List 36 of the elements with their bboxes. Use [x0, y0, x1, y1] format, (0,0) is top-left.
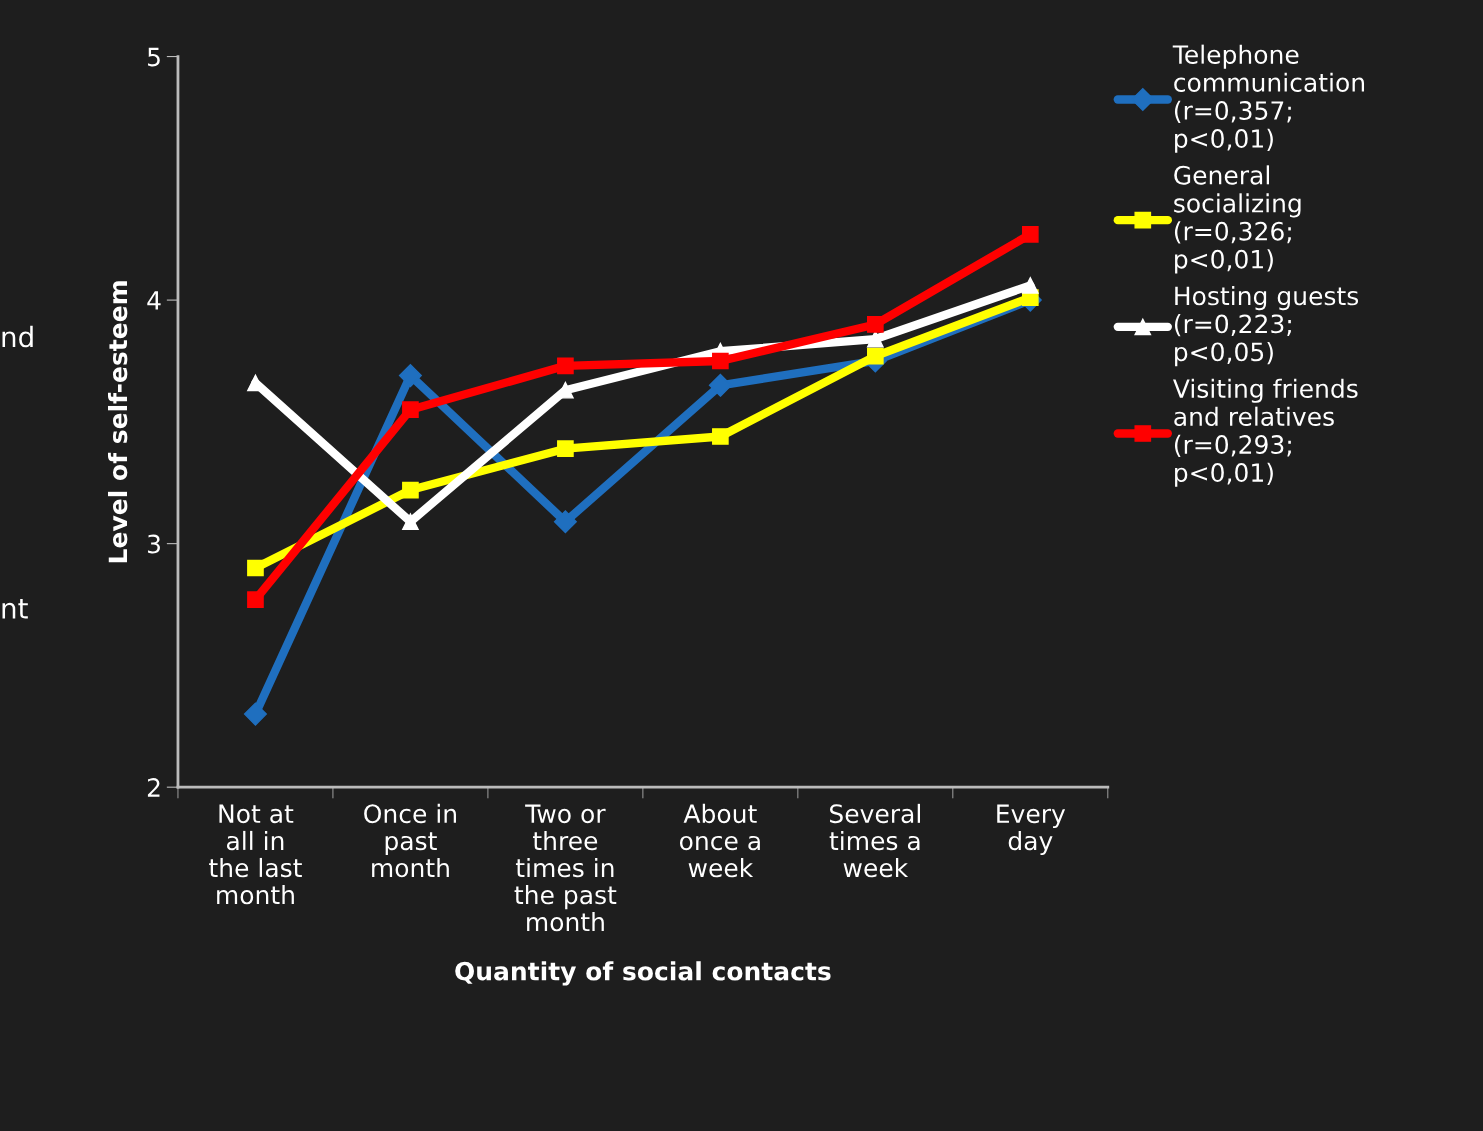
x-tick-label: Not at all in the last month	[209, 804, 302, 905]
y-tick-label: 4	[147, 291, 161, 310]
legend-label: Hosting guests (r=0,223; p<0,05)	[1174, 285, 1359, 367]
point	[867, 330, 884, 348]
text: nt	[2, 598, 28, 619]
point	[243, 702, 267, 726]
x-tick-label: Several times a week	[829, 803, 920, 878]
y-axis-title: Level of self-esteem	[108, 281, 128, 563]
legend-label: General socializing (r=0,326; p<0,01)	[1174, 165, 1301, 274]
point	[1021, 226, 1039, 243]
point	[1021, 277, 1039, 294]
point	[402, 401, 419, 419]
y-tick-label: 2	[147, 778, 160, 797]
point	[553, 510, 577, 534]
point	[402, 481, 419, 499]
point	[247, 591, 264, 608]
point	[398, 364, 422, 388]
point	[867, 316, 884, 333]
x-tick-label: About once a week	[679, 803, 760, 878]
x-tick-label: Once in past month	[364, 803, 456, 878]
legend-label: Visiting friends and relatives (r=0,293; p<0,01)	[1173, 378, 1358, 487]
point	[712, 352, 729, 370]
point	[708, 373, 732, 397]
point	[402, 513, 419, 531]
x-axis-title: Quantity of social contacts	[455, 961, 831, 986]
x-tick-label: Two or three times in the past month	[514, 804, 617, 932]
y-tick-label: 5	[148, 47, 160, 67]
point	[247, 559, 264, 577]
text: nd	[2, 325, 33, 348]
point	[557, 357, 574, 375]
y-tick-label: 3	[147, 534, 160, 554]
point	[712, 428, 729, 445]
point	[557, 440, 574, 457]
legend-label: Telephone communication (r=0,357; p<0,01)	[1172, 44, 1365, 153]
x-tick-label: Every day	[997, 804, 1066, 856]
point	[867, 347, 884, 365]
